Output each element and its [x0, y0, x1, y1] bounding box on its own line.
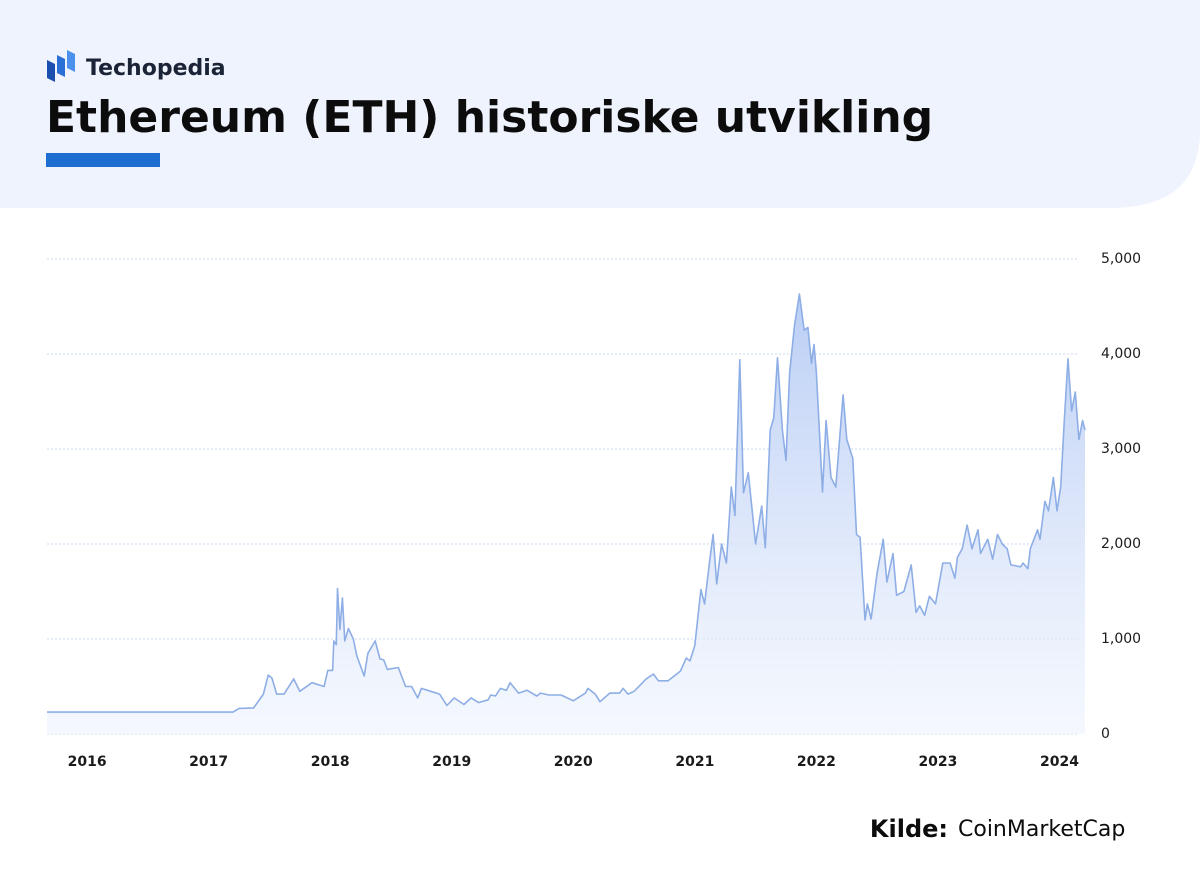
y-tick-label: 1,000 — [1101, 631, 1141, 647]
x-tick-label: 2022 — [797, 754, 836, 770]
y-tick-label: 0 — [1101, 726, 1110, 742]
area — [47, 294, 1085, 734]
x-tick-label: 2023 — [918, 754, 957, 770]
line — [47, 293, 1086, 713]
x-tick-label: 2024 — [1040, 754, 1079, 770]
x-tick-label: 2018 — [311, 754, 350, 770]
y-tick-label: 4,000 — [1101, 346, 1141, 362]
x-tick-label: 2021 — [675, 754, 714, 770]
x-tick-label: 2019 — [432, 754, 471, 770]
x-tick-label: 2016 — [68, 754, 107, 770]
title-underline — [46, 153, 160, 167]
x-tick-label: 2017 — [189, 754, 228, 770]
brand: Techopedia — [86, 56, 226, 81]
source-label: Kilde: — [870, 815, 948, 843]
source: CoinMarketCap — [958, 817, 1125, 842]
header-band — [0, 0, 1200, 208]
y-tick-label: 3,000 — [1101, 441, 1141, 457]
logo-icon — [47, 50, 75, 82]
chart-title: Ethereum (ETH) historiske utvikling — [46, 92, 933, 143]
y-tick-label: 5,000 — [1101, 251, 1141, 267]
y-tick-label: 2,000 — [1101, 536, 1141, 552]
x-tick-label: 2020 — [554, 754, 593, 770]
